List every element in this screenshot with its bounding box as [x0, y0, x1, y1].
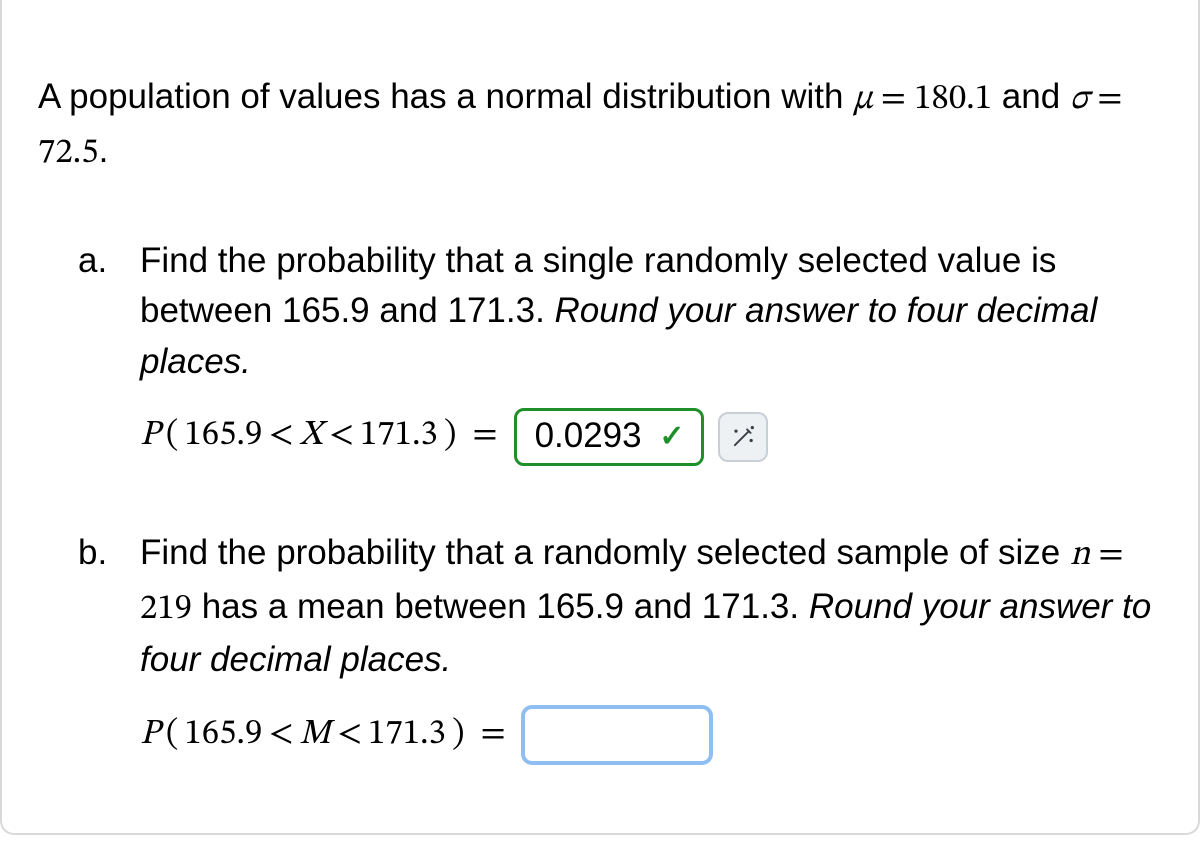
equation-editor-button[interactable]: [718, 412, 768, 462]
intro-mid: and: [992, 77, 1070, 116]
eq-sign-2: =: [1089, 82, 1122, 117]
hi-val: 171.3: [360, 411, 438, 462]
var-m: M: [300, 710, 331, 761]
part-b-text1a: Find the probability that a randomly sel…: [140, 533, 1070, 572]
part-b: b. Find the probability that a randomly …: [140, 528, 1162, 764]
part-b-text1b: has a mean between 165.9 and 171.3.: [192, 587, 809, 626]
question-content: A population of values has a normal dist…: [2, 0, 1198, 866]
open-paren-b: (: [166, 710, 179, 761]
n-eq: =: [1090, 538, 1123, 573]
lo-val: 165.9: [184, 411, 262, 462]
p-symbol: P: [140, 411, 160, 462]
intro-lead: A population of values has a normal dist…: [38, 77, 853, 116]
correct-check-icon: ✓: [659, 415, 684, 459]
n-symbol: n: [1070, 538, 1090, 573]
sigma-symbol: σ: [1070, 82, 1089, 117]
part-a-answer-value: 0.0293: [535, 411, 646, 462]
lo-val-b: 165.9: [184, 710, 262, 761]
lt2-b: <: [337, 710, 362, 761]
wand-icon: [729, 423, 757, 451]
sigma-value: 72.5: [38, 136, 99, 171]
intro-text: A population of values has a normal dist…: [38, 72, 1162, 180]
mu-symbol: μ: [853, 82, 872, 117]
n-value: 219: [140, 592, 192, 627]
equals: =: [472, 411, 497, 462]
mu-value: 180.1: [914, 82, 992, 117]
part-b-answer-row: P(165.9 < M < 171.3) =: [140, 706, 1162, 764]
close-paren: ): [444, 411, 457, 462]
p-symbol-b: P: [140, 710, 160, 761]
hi-val-b: 171.3: [368, 710, 446, 761]
part-b-answer-input[interactable]: [522, 706, 712, 764]
part-b-marker: b.: [78, 528, 107, 579]
equals-b: =: [480, 710, 505, 761]
part-a-answer-row: P(165.9 < X < 171.3) = 0.0293 ✓: [140, 408, 1162, 466]
lt1: <: [268, 411, 293, 462]
open-paren: (: [166, 411, 179, 462]
part-a-prompt: Find the probability that a single rando…: [140, 236, 1162, 388]
part-b-prompt: Find the probability that a randomly sel…: [140, 528, 1162, 686]
lt1-b: <: [268, 710, 293, 761]
eq-sign: =: [873, 82, 915, 117]
question-frame: A population of values has a normal dist…: [0, 0, 1200, 835]
close-paren-b: ): [452, 710, 465, 761]
intro-end: .: [99, 131, 109, 170]
part-a-marker: a.: [78, 236, 107, 287]
part-a-answer-input[interactable]: 0.0293 ✓: [514, 408, 704, 466]
lt2: <: [329, 411, 354, 462]
var-x: X: [300, 411, 323, 462]
part-a: a. Find the probability that a single ra…: [140, 236, 1162, 466]
